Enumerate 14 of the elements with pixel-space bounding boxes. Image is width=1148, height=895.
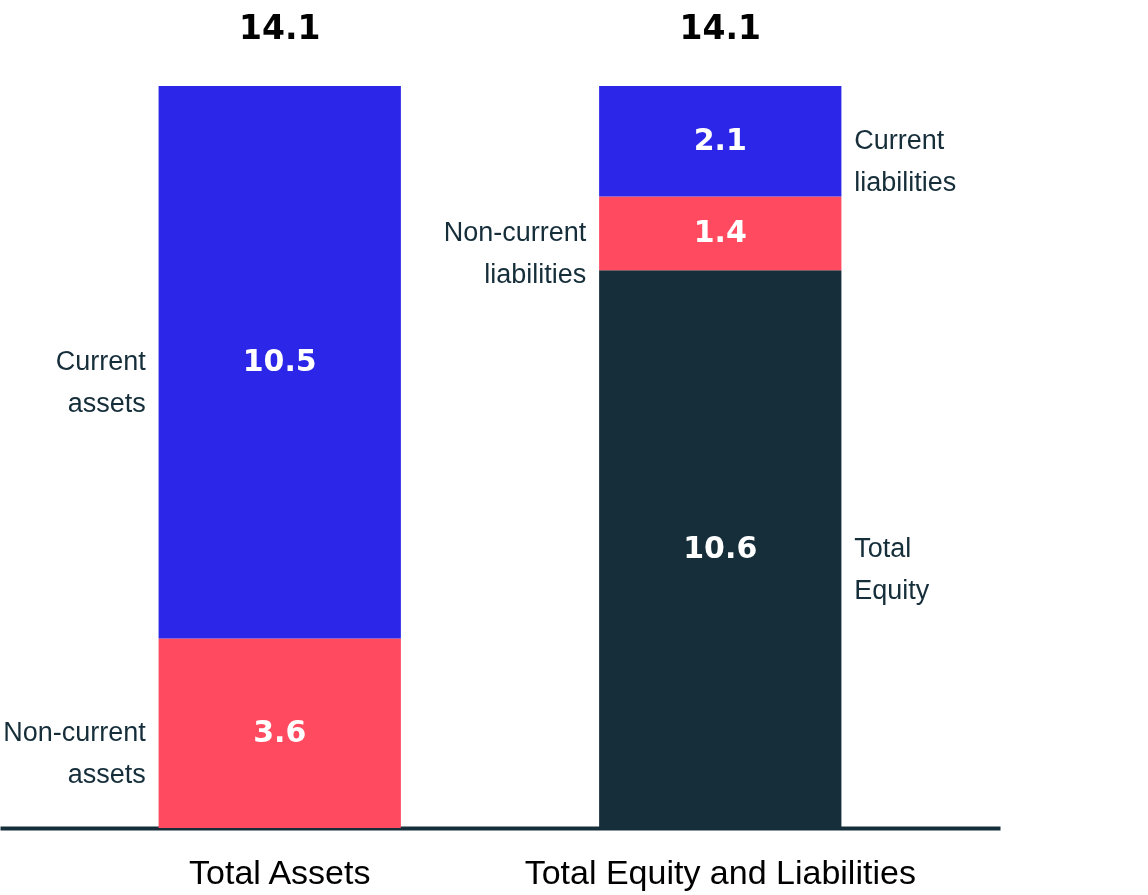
- series-label: Non-current liabilities: [443, 217, 587, 290]
- x-tick-label: Total Equity and Liabilities: [524, 852, 916, 891]
- data-label: 3.6: [253, 714, 307, 750]
- series-label: Total Equity: [854, 533, 930, 606]
- total-label: 14.1: [679, 8, 761, 47]
- x-tick-label: Total Assets: [189, 852, 371, 891]
- series-label: Current assets: [55, 346, 147, 419]
- data-label: 2.1: [693, 122, 747, 158]
- total-label: 14.1: [239, 8, 321, 47]
- data-label: 1.4: [693, 214, 747, 250]
- data-label: 10.5: [242, 343, 317, 379]
- series-label: Current liabilities: [854, 125, 957, 198]
- series-label: Non-current assets: [3, 717, 147, 790]
- data-label: 10.6: [683, 530, 758, 566]
